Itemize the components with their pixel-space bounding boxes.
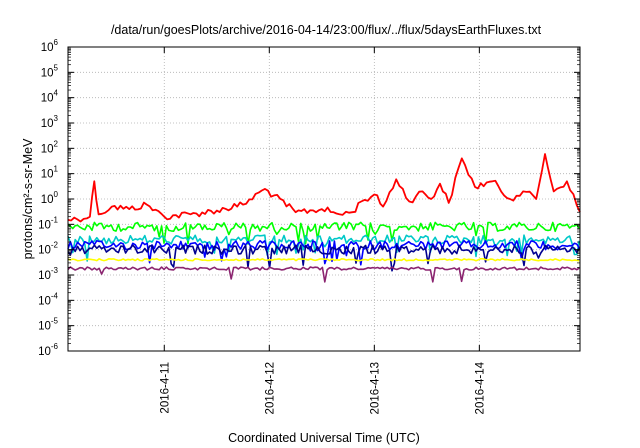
y-tick-label: 102 <box>41 139 59 155</box>
y-tick-label: 104 <box>41 89 59 105</box>
series-line-4 <box>67 244 580 272</box>
y-tick-label: 10-5 <box>38 317 58 333</box>
x-tick-label: 2016-4-11 <box>159 362 171 414</box>
y-tick-label: 10-4 <box>38 291 58 307</box>
series-group <box>67 153 581 283</box>
y-tick-label: 105 <box>41 63 59 79</box>
grid <box>68 47 580 351</box>
series-line-0 <box>67 153 581 223</box>
y-axis: 10-6 10-5 10-4 10-3 10-2 10-1 100 101 102 103 104 1… <box>38 38 580 358</box>
series-line-6 <box>67 266 580 283</box>
y-tick-label: 101 <box>41 165 59 181</box>
y-tick-label: 103 <box>41 114 59 130</box>
y-tick-label: 106 <box>41 38 59 54</box>
series-line-2 <box>67 234 580 262</box>
series-line-5 <box>67 257 580 262</box>
y-tick-label: 10-6 <box>38 342 58 358</box>
x-tick-label: 2016-4-12 <box>264 362 276 414</box>
y-tick-label: 10-2 <box>38 241 58 257</box>
y-tick-label: 100 <box>41 190 59 206</box>
x-tick-label: 2016-4-14 <box>474 361 486 414</box>
y-axis-label: protons/cm²-s-sr-MeV <box>21 138 35 260</box>
x-tick-label: 2016-4-13 <box>369 362 381 414</box>
x-axis-label: Coordinated Universal Time (UTC) <box>228 431 420 445</box>
series-line-1 <box>67 221 580 245</box>
chart-title: /data/run/goesPlots/archive/2016-04-14/2… <box>111 23 542 37</box>
x-axis: 2016-4-11 2016-4-12 2016-4-13 2016-4-14 <box>159 47 486 414</box>
y-tick-label: 10-1 <box>38 215 58 231</box>
y-tick-label: 10-3 <box>38 266 58 282</box>
